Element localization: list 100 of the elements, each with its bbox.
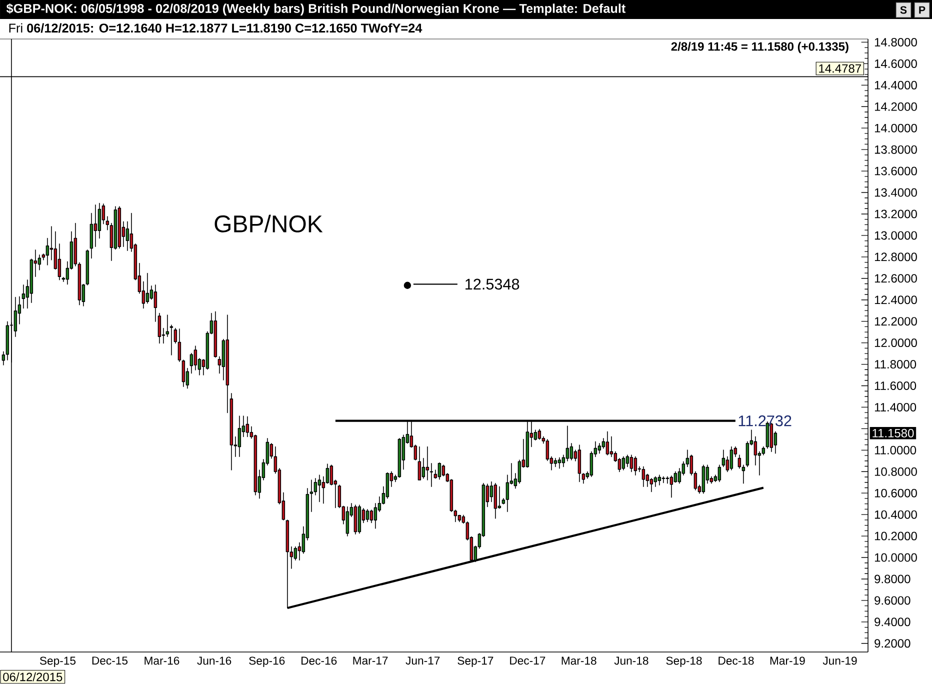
candlestick (354, 504, 358, 535)
y-tick-label: 12.8000 (874, 252, 917, 262)
annotation: 11.2732 (738, 415, 792, 426)
candlestick (582, 472, 586, 484)
y-tick-label: 10.8000 (874, 467, 917, 476)
candlestick (650, 478, 654, 492)
candlestick (578, 444, 582, 482)
candlestick (118, 206, 122, 249)
candlestick (622, 456, 626, 470)
candlestick (106, 216, 110, 230)
candlestick (182, 360, 186, 388)
candlestick (494, 482, 498, 519)
chart-title: $GBP-NOK: 06/05/1998 - 02/08/2019 (Weekly bars) British Pound/Norwegian Krone — Template: Default (6, 3, 626, 16)
x-tick-label: Mar-18 (562, 656, 596, 665)
y-tick-label: 9.4000 (874, 618, 910, 626)
x-tick-label: Jun-17 (406, 656, 440, 665)
candlestick (86, 250, 90, 286)
candlestick (718, 464, 722, 482)
y-tick-label: 13.4000 (874, 188, 917, 197)
y-tick-label: 11.4000 (874, 402, 916, 412)
chart-subtitle: Fri 06/12/2015: O=12.1640 H=12.1877 L=11.8190 C=12.1650 TWofY=24 (9, 23, 422, 33)
ref-line-label: 06/12/2015 (3, 672, 62, 682)
y-tick-label: 10.2000 (874, 532, 917, 540)
candlestick (738, 454, 742, 469)
candlestick (606, 431, 610, 456)
candlestick (214, 311, 218, 358)
x-tick-label: Sep-16 (249, 656, 285, 667)
y-tick-label: 11.8000 (874, 360, 916, 369)
y-tick-label: 13.8000 (874, 145, 917, 154)
x-tick-label: Mar-19 (770, 656, 805, 665)
x-tick-label: Mar-17 (353, 656, 388, 665)
candlestick (226, 314, 230, 414)
text: S (900, 6, 907, 14)
y-tick-label: 12.2000 (874, 317, 917, 326)
candlestick (310, 480, 314, 512)
candlestick (174, 328, 178, 344)
candlestick (702, 464, 706, 494)
candlestick (742, 464, 746, 484)
candlestick (438, 462, 442, 480)
candlestick (554, 458, 558, 468)
x-tick-label: Dec-15 (92, 656, 128, 665)
x-tick-label: Dec-16 (302, 656, 337, 665)
y-tick-label: 11.0000 (874, 446, 916, 454)
x-tick-label: Dec-17 (510, 656, 546, 665)
ref-line-label: 14.4787 (819, 64, 861, 73)
text: 11.1580 (872, 428, 914, 438)
annotation: 12.5348 (466, 278, 520, 290)
x-tick-label: Sep-15 (40, 656, 76, 667)
x-tick-label: Jun-19 (822, 656, 857, 665)
candlestick (398, 438, 402, 478)
y-tick-label: 12.6000 (874, 274, 917, 283)
candlestick (178, 328, 182, 362)
candlestick (318, 474, 322, 502)
y-tick-label: 9.8000 (874, 574, 910, 584)
candlestick (730, 446, 734, 470)
candlestick (662, 476, 666, 484)
annotation: GBP/NOK (214, 214, 323, 232)
candlestick (366, 509, 370, 522)
y-tick-label: 10.6000 (874, 488, 917, 498)
y-tick-label: 14.2000 (874, 102, 917, 111)
y-tick-label: 14.4000 (874, 80, 917, 90)
candlestick (634, 456, 638, 476)
annotation: 2/8/19 11:45 = 11.1580 (+0.1335) (671, 42, 848, 54)
candlestick (166, 314, 170, 337)
candlestick (538, 428, 542, 440)
candlestick (358, 504, 362, 534)
candlestick (670, 476, 674, 498)
candlestick (238, 416, 242, 458)
y-tick-label: 12.0000 (874, 338, 917, 348)
text: P (919, 6, 926, 14)
candlestick (418, 446, 422, 480)
y-tick-label: 14.0000 (874, 124, 917, 132)
y-tick-label: 13.0000 (874, 231, 917, 240)
x-tick-label: Dec-18 (718, 656, 754, 665)
candlestick (630, 454, 634, 472)
x-tick-label: Mar-16 (144, 656, 180, 665)
candlestick (154, 284, 158, 322)
candlestick (246, 416, 250, 438)
y-tick-label: 9.2000 (874, 639, 910, 648)
candlestick (658, 474, 662, 486)
x-tick-label: Jun-16 (197, 656, 232, 665)
x-tick-label: Jun-18 (614, 656, 648, 665)
y-tick-label: 10.0000 (874, 553, 917, 562)
x-tick-label: Sep-18 (666, 656, 702, 667)
y-tick-label: 11.6000 (874, 381, 916, 390)
x-tick-label: Sep-17 (458, 656, 494, 667)
y-tick-label: 9.6000 (874, 596, 910, 605)
candlestick (170, 324, 174, 356)
y-tick-label: 10.4000 (874, 510, 917, 519)
y-tick-label: 12.4000 (874, 296, 917, 304)
y-tick-label: 14.8000 (874, 38, 917, 46)
candlestick (558, 457, 562, 469)
y-tick-label: 13.6000 (874, 166, 917, 176)
candlestick (642, 466, 646, 488)
candlestick (158, 312, 162, 344)
candlestick (2, 351, 6, 366)
candlestick (426, 446, 430, 480)
candlestick (430, 462, 434, 488)
y-tick-label: 13.2000 (874, 210, 917, 218)
y-tick-label: 14.6000 (874, 59, 917, 68)
